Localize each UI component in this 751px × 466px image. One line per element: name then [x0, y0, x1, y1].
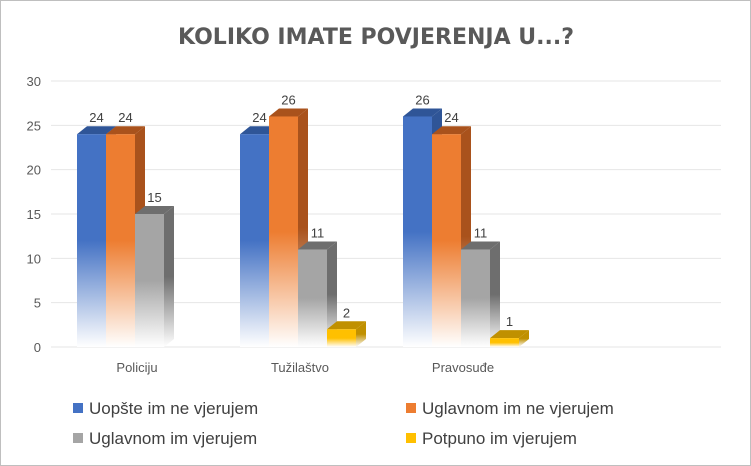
y-tick-label: 30: [27, 74, 41, 89]
legend-label: Uglavnom im ne vjerujem: [422, 399, 614, 418]
y-tick-label: 0: [34, 340, 41, 355]
bar: [135, 214, 164, 347]
bar: [327, 329, 356, 347]
bar-top: [403, 108, 442, 117]
y-tick-label: 20: [27, 163, 41, 178]
bar-side: [356, 321, 366, 347]
data-label: 26: [415, 92, 429, 107]
bar-top: [77, 126, 116, 135]
x-category-label: Tužilaštvo: [271, 360, 329, 375]
bar: [106, 134, 135, 347]
chart-title: KOLIKO IMATE POVJERENJA U...?: [178, 25, 574, 50]
bar: [77, 134, 106, 347]
data-label: 24: [118, 110, 132, 125]
bar-2: 11: [461, 225, 500, 347]
bar-3: 1: [490, 314, 529, 347]
bar-1: 26: [269, 92, 308, 347]
bar-side: [519, 330, 529, 347]
data-label: 15: [147, 190, 161, 205]
bar-2: 11: [298, 225, 337, 347]
y-tick-label: 25: [27, 118, 41, 133]
x-category-label: Pravosuđe: [432, 360, 494, 375]
legend-label: Uglavnom im vjerujem: [89, 429, 257, 448]
bar-top: [461, 241, 500, 250]
data-label: 2: [343, 305, 350, 320]
y-tick-label: 15: [27, 207, 41, 222]
bar: [461, 249, 490, 347]
bar-top: [269, 108, 308, 117]
data-label: 11: [311, 225, 325, 240]
bar-3: 2: [327, 305, 366, 347]
bar-side: [490, 241, 500, 347]
bar-top: [135, 206, 174, 214]
bar-top: [106, 126, 145, 135]
data-label: 24: [444, 110, 458, 125]
bar: [490, 338, 519, 347]
bar: [403, 116, 432, 347]
legend-swatch: [406, 403, 416, 413]
data-label: 1: [506, 314, 513, 329]
data-label: 24: [252, 110, 266, 125]
data-label: 11: [474, 225, 488, 240]
y-tick-label: 5: [34, 296, 41, 311]
bar: [298, 249, 327, 347]
legend-label: Potpuno im vjerujem: [422, 429, 577, 448]
data-label: 24: [89, 110, 103, 125]
legend-swatch: [73, 403, 83, 413]
bar-2: 15: [135, 190, 174, 347]
data-label: 26: [281, 92, 295, 107]
bar-top: [298, 241, 337, 250]
bar: [432, 134, 461, 347]
legend-swatch: [406, 433, 416, 443]
bar-top: [490, 330, 529, 339]
bar-side: [327, 241, 337, 347]
legend-label: Uopšte im ne vjerujem: [89, 399, 258, 418]
y-tick-label: 10: [27, 251, 41, 266]
bar-top: [432, 126, 471, 135]
bar: [269, 116, 298, 347]
bar-top: [327, 321, 366, 330]
legend-swatch: [73, 433, 83, 443]
x-category-label: Policiju: [116, 360, 157, 375]
bar-side: [164, 206, 174, 347]
bar: [240, 134, 269, 347]
